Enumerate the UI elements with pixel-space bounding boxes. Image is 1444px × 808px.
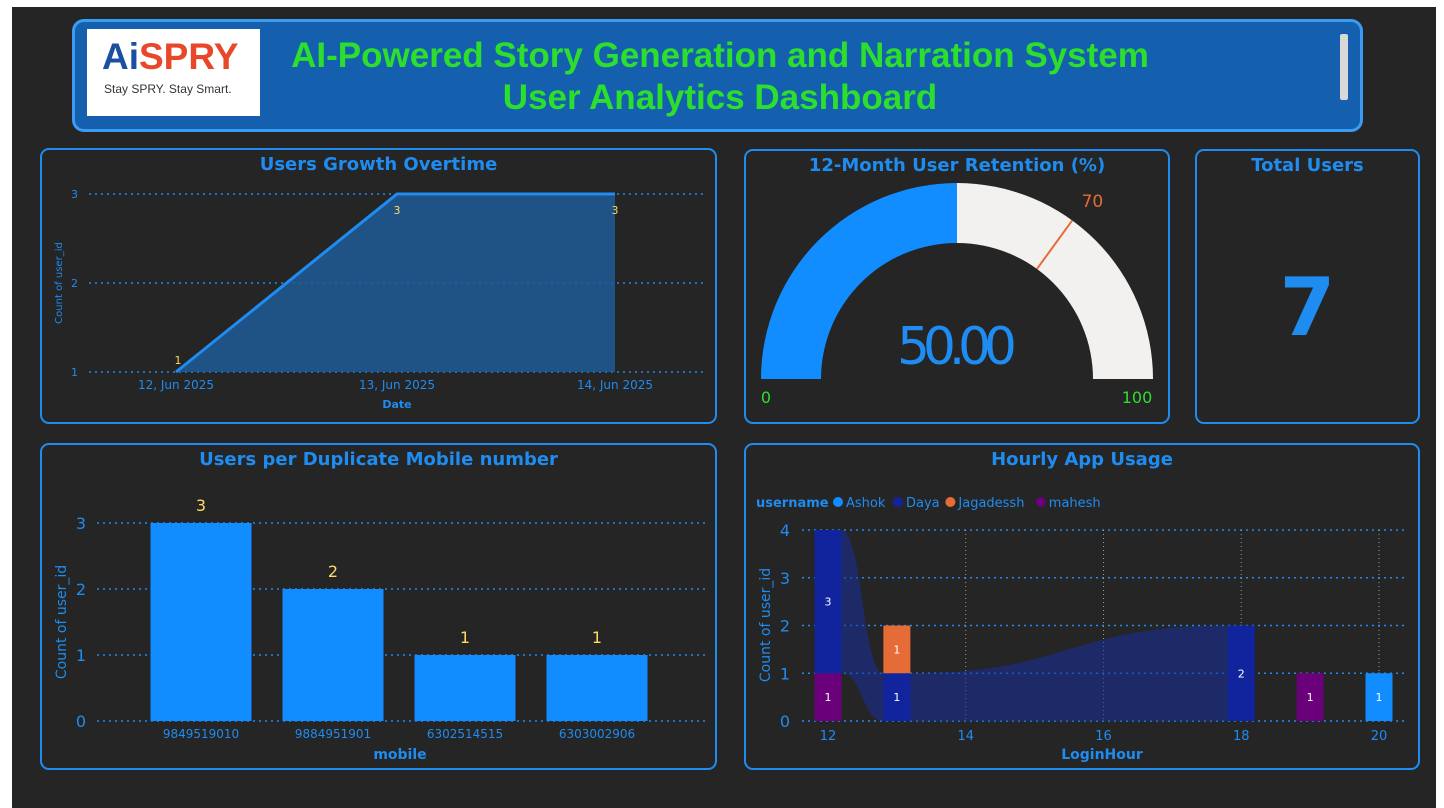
dup-bar	[282, 589, 384, 721]
growth-ytick-label: 3	[71, 188, 78, 201]
hourly-segment-label: 1	[893, 643, 900, 656]
hourly-usage-title: Hourly App Usage	[991, 449, 1173, 470]
dup-data-label: 3	[196, 496, 206, 515]
retention-gauge[interactable]: 70 50.00 0 100	[746, 151, 1168, 422]
growth-data-label: 3	[394, 204, 401, 217]
dashboard-title-line1: AI-Powered Story Generation and Narratio…	[291, 36, 1149, 75]
hourly-segment-label: 1	[1307, 691, 1314, 704]
hourly-x-axis-title: LoginHour	[1061, 747, 1143, 763]
hourly-bar-segment[interactable]	[1296, 673, 1324, 721]
hourly-bar-segment[interactable]	[883, 673, 911, 721]
gauge-value-arc	[761, 183, 957, 379]
dup-ytick-label: 2	[76, 580, 86, 599]
hourly-segment-label: 1	[825, 691, 832, 704]
hourly-xtick-label: 18	[1233, 729, 1250, 744]
company-logo: AiSPRY Stay SPRY. Stay Smart.	[87, 29, 260, 116]
hourly-xtick-label: 20	[1371, 729, 1388, 744]
retention-panel[interactable]: 12-Month User Retention (%) 70 50.00 0 100	[744, 149, 1170, 424]
dup-bar	[546, 655, 648, 721]
users-growth-title: Users Growth Overtime	[259, 154, 498, 175]
hourly-legend-label[interactable]: Ashok	[846, 496, 886, 511]
growth-ytick-label: 1	[71, 366, 78, 379]
dup-data-label: 1	[592, 628, 602, 647]
hourly-ytick-label: 4	[780, 521, 790, 540]
gauge-value-label: 50.00	[897, 317, 1017, 377]
hourly-segment-label: 2	[1238, 667, 1245, 680]
users-growth-panel[interactable]: Users Growth Overtime 1 2 3 1 3 3 12, Jun 2025…	[40, 148, 717, 424]
growth-y-axis-title: Count of user_id	[54, 242, 65, 324]
hourly-y-axis-title: Count of user_id	[758, 568, 774, 682]
gauge-target-marker	[1036, 219, 1074, 270]
hourly-legend-marker[interactable]	[945, 497, 956, 507]
logo-tagline: Stay SPRY. Stay Smart.	[104, 82, 232, 96]
total-users-panel[interactable]: Total Users 7	[1195, 149, 1420, 424]
dup-x-axis-title: mobile	[373, 747, 426, 763]
dup-ytick-label: 3	[76, 514, 86, 533]
hourly-legend-label[interactable]: mahesh	[1049, 496, 1101, 511]
growth-line	[175, 192, 615, 374]
dup-ytick-label: 1	[76, 646, 86, 665]
hourly-bar-segment[interactable]	[814, 673, 842, 721]
retention-title: 12-Month User Retention (%)	[808, 155, 1106, 176]
hourly-xtick-label: 14	[957, 729, 974, 744]
duplicate-mobile-panel[interactable]: Users per Duplicate Mobile number 0 1 2 3 3 9…	[40, 443, 717, 770]
total-users-value: 7	[1279, 261, 1336, 354]
hourly-legend-marker[interactable]	[1035, 497, 1046, 507]
dup-y-axis-title: Count of user_id	[54, 565, 70, 679]
hourly-segment-label: 1	[1376, 691, 1383, 704]
hourly-ytick-label: 2	[780, 617, 790, 636]
growth-xtick-label: 14, Jun 2025	[577, 378, 653, 392]
duplicate-mobile-chart[interactable]: 0 1 2 3 3 9849519010 2 9884951901 1 6302514515 1 63…	[42, 445, 715, 768]
hourly-legend-title: username	[756, 496, 829, 511]
dup-data-label: 1	[460, 628, 470, 647]
hourly-legend-marker[interactable]	[833, 497, 843, 507]
header-banner: AiSPRY Stay SPRY. Stay Smart. AI-Powered…	[72, 19, 1363, 132]
dup-bar	[414, 655, 516, 721]
gauge-target-label: 70	[1082, 192, 1104, 212]
dashboard-title-line2: User Analytics Dashboard	[502, 78, 938, 117]
hourly-bar-segment[interactable]	[1227, 625, 1255, 722]
gauge-remaining-arc	[957, 183, 1153, 379]
hourly-segment-label: 1	[893, 691, 900, 704]
growth-area	[176, 194, 615, 372]
hourly-bar-segment[interactable]	[1365, 673, 1393, 721]
users-growth-chart[interactable]: 1 2 3 1 3 3 12, Jun 2025 13, Jun 2025 14, Jun 20…	[42, 150, 715, 422]
logo-spry-text: SPRY	[139, 36, 239, 77]
hourly-legend-label[interactable]: Daya	[906, 496, 940, 511]
dup-xtick-label: 9884951901	[295, 727, 371, 741]
dup-bar	[150, 523, 252, 721]
growth-data-label: 3	[612, 204, 619, 217]
hourly-daya-ribbon	[814, 530, 1255, 721]
duplicate-mobile-title: Users per Duplicate Mobile number	[199, 449, 558, 470]
dup-xtick-label: 9849519010	[163, 727, 239, 741]
hourly-ytick-label: 1	[780, 664, 790, 683]
growth-x-axis-title: Date	[382, 398, 411, 411]
growth-xtick-label: 12, Jun 2025	[138, 378, 214, 392]
hourly-bar-segment[interactable]	[883, 625, 911, 674]
dashboard-canvas: AiSPRY Stay SPRY. Stay Smart. AI-Powered…	[12, 7, 1436, 808]
hourly-legend-label[interactable]: Jagadessh	[957, 496, 1024, 511]
hourly-xtick-label: 16	[1095, 729, 1112, 744]
dup-data-label: 2	[328, 562, 338, 581]
hourly-usage-panel[interactable]: Hourly App Usage username Ashok Daya Jagade…	[744, 443, 1420, 770]
dup-ytick-label: 0	[76, 712, 86, 731]
hourly-legend-marker[interactable]	[893, 497, 903, 507]
hourly-ytick-label: 3	[780, 569, 790, 588]
logo-wordmark: AiSPRY	[102, 37, 238, 77]
header-scrollbar[interactable]	[1340, 34, 1348, 100]
growth-xtick-label: 13, Jun 2025	[359, 378, 435, 392]
logo-ai-text: Ai	[102, 36, 139, 77]
hourly-xtick-label: 12	[820, 729, 837, 744]
gauge-min-label: 0	[761, 388, 771, 407]
hourly-segment-label: 3	[825, 596, 832, 609]
hourly-bar-segment[interactable]	[814, 530, 842, 674]
growth-data-label: 1	[175, 354, 182, 367]
dup-xtick-label: 6303002906	[559, 727, 635, 741]
total-users-title: Total Users	[1251, 155, 1364, 176]
dup-xtick-label: 6302514515	[427, 727, 503, 741]
hourly-ytick-label: 0	[780, 712, 790, 731]
gauge-max-label: 100	[1122, 388, 1153, 407]
growth-ytick-label: 2	[71, 277, 78, 290]
